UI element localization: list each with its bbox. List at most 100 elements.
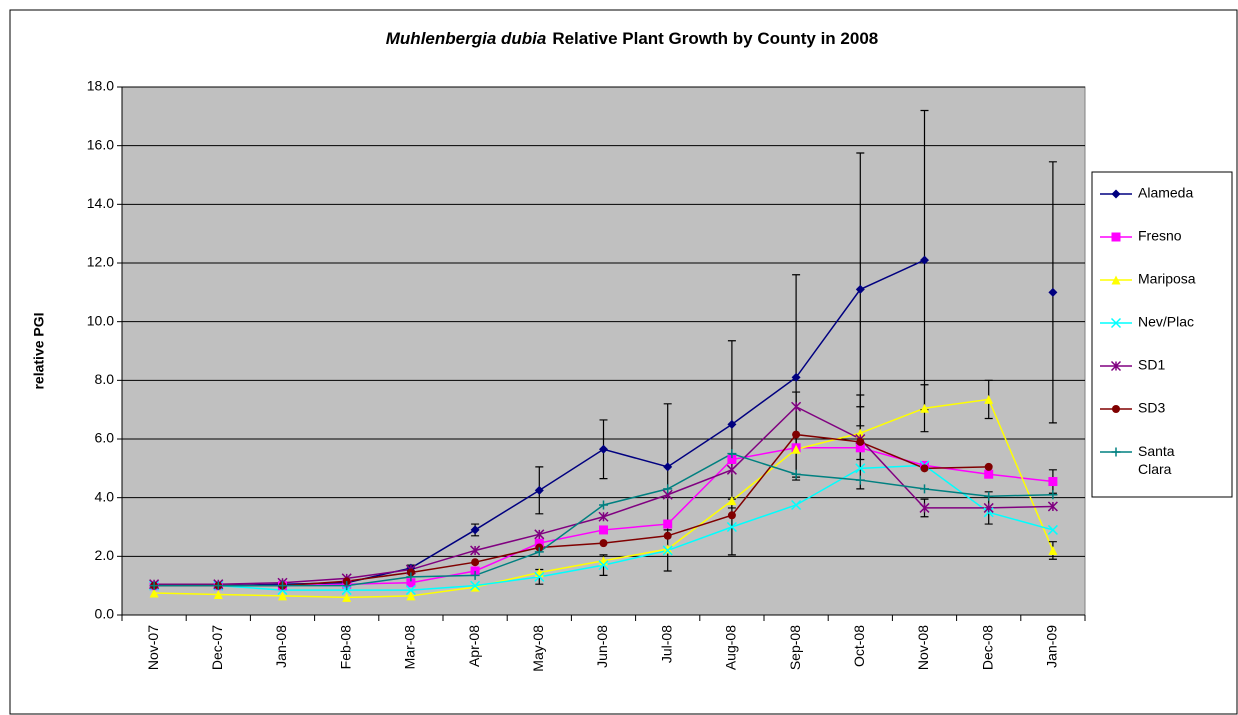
- marker: [663, 462, 673, 472]
- x-tick-label: Nov-08: [915, 625, 931, 670]
- marker: [470, 570, 480, 580]
- marker: [663, 531, 672, 540]
- marker: [405, 585, 416, 596]
- y-tick-label: 14.0: [87, 195, 114, 211]
- marker: [1048, 287, 1058, 297]
- y-tick-label: 0.0: [95, 606, 115, 622]
- x-tick-label: Aug-08: [723, 625, 739, 670]
- y-tick-label: 18.0: [87, 78, 114, 94]
- marker: [791, 499, 802, 511]
- x-tick-label: Dec-07: [209, 625, 225, 670]
- marker: [726, 464, 737, 475]
- marker: [727, 455, 737, 465]
- x-tick-label: May-08: [530, 625, 546, 672]
- marker: [662, 545, 673, 556]
- marker: [406, 572, 416, 582]
- marker: [855, 443, 865, 453]
- marker: [534, 485, 544, 495]
- marker: [1047, 524, 1058, 535]
- marker: [278, 591, 287, 601]
- chart-title: Muhlenbergia dubia Relative Plant Growth …: [386, 29, 878, 48]
- x-tick-label: Feb-08: [337, 625, 353, 670]
- marker: [213, 589, 223, 599]
- marker: [726, 521, 737, 533]
- x-tick-label: Jun-08: [594, 625, 610, 668]
- marker: [406, 591, 416, 601]
- marker: [984, 394, 994, 404]
- marker: [342, 581, 352, 591]
- marker: [856, 437, 865, 446]
- marker: [599, 500, 608, 510]
- marker: [149, 588, 159, 598]
- x-tick-label: Mar-08: [402, 625, 418, 670]
- marker: [599, 525, 608, 535]
- legend-label-line: Santa: [1138, 443, 1175, 459]
- x-tick-label: Jan-09: [1044, 625, 1060, 668]
- marker: [984, 469, 994, 479]
- marker: [342, 592, 352, 602]
- y-tick-label: 4.0: [95, 488, 115, 504]
- y-tick-label: 2.0: [95, 547, 115, 563]
- marker: [727, 449, 737, 459]
- marker: [663, 544, 673, 554]
- marker: [791, 444, 801, 454]
- x-tick-label: Dec-08: [979, 625, 995, 670]
- marker: [920, 464, 929, 473]
- marker: [534, 538, 544, 548]
- marker: [1111, 447, 1121, 457]
- marker: [1048, 490, 1058, 500]
- marker: [984, 491, 994, 501]
- marker: [470, 545, 481, 556]
- marker: [855, 428, 865, 438]
- x-tick-label: Nov-07: [145, 625, 161, 670]
- x-tick-label: Apr-08: [466, 625, 482, 667]
- marker: [920, 403, 929, 413]
- y-tick-label: 10.0: [87, 312, 114, 328]
- legend-label: Alameda: [1138, 185, 1193, 201]
- marker: [919, 502, 930, 513]
- y-axis-label: relative PGI: [31, 312, 47, 389]
- marker: [1048, 477, 1058, 487]
- marker: [983, 502, 994, 513]
- marker: [599, 444, 608, 454]
- marker: [791, 469, 801, 479]
- marker: [598, 511, 609, 522]
- marker: [599, 539, 608, 548]
- marker: [855, 475, 865, 485]
- marker: [727, 511, 736, 520]
- marker: [663, 484, 673, 494]
- x-tick-label: Jan-08: [273, 625, 289, 668]
- legend-label: Mariposa: [1138, 271, 1196, 287]
- marker: [534, 547, 544, 557]
- marker: [855, 284, 865, 294]
- marker: [1110, 317, 1122, 329]
- y-tick-label: 6.0: [95, 430, 115, 446]
- marker: [1048, 545, 1058, 555]
- x-tick-label: Oct-08: [851, 625, 867, 667]
- marker: [663, 519, 673, 529]
- marker: [855, 463, 866, 474]
- legend-label: SD3: [1138, 400, 1165, 416]
- marker: [534, 529, 545, 540]
- marker: [792, 430, 801, 439]
- marker: [791, 401, 802, 412]
- marker: [149, 581, 159, 591]
- marker: [920, 484, 929, 494]
- marker: [727, 419, 737, 429]
- legend-label: SD1: [1138, 357, 1165, 373]
- marker: [1047, 501, 1058, 512]
- marker: [470, 580, 481, 591]
- marker: [1112, 405, 1120, 413]
- marker: [470, 525, 480, 535]
- y-tick-label: 16.0: [87, 136, 114, 152]
- y-tick-label: 12.0: [87, 254, 114, 270]
- title-species: Muhlenbergia dubia: [386, 29, 547, 48]
- marker: [727, 496, 737, 506]
- marker: [1110, 360, 1122, 372]
- marker: [920, 255, 929, 265]
- marker: [1111, 232, 1121, 242]
- x-tick-label: Jul-08: [658, 625, 674, 663]
- marker: [471, 558, 480, 567]
